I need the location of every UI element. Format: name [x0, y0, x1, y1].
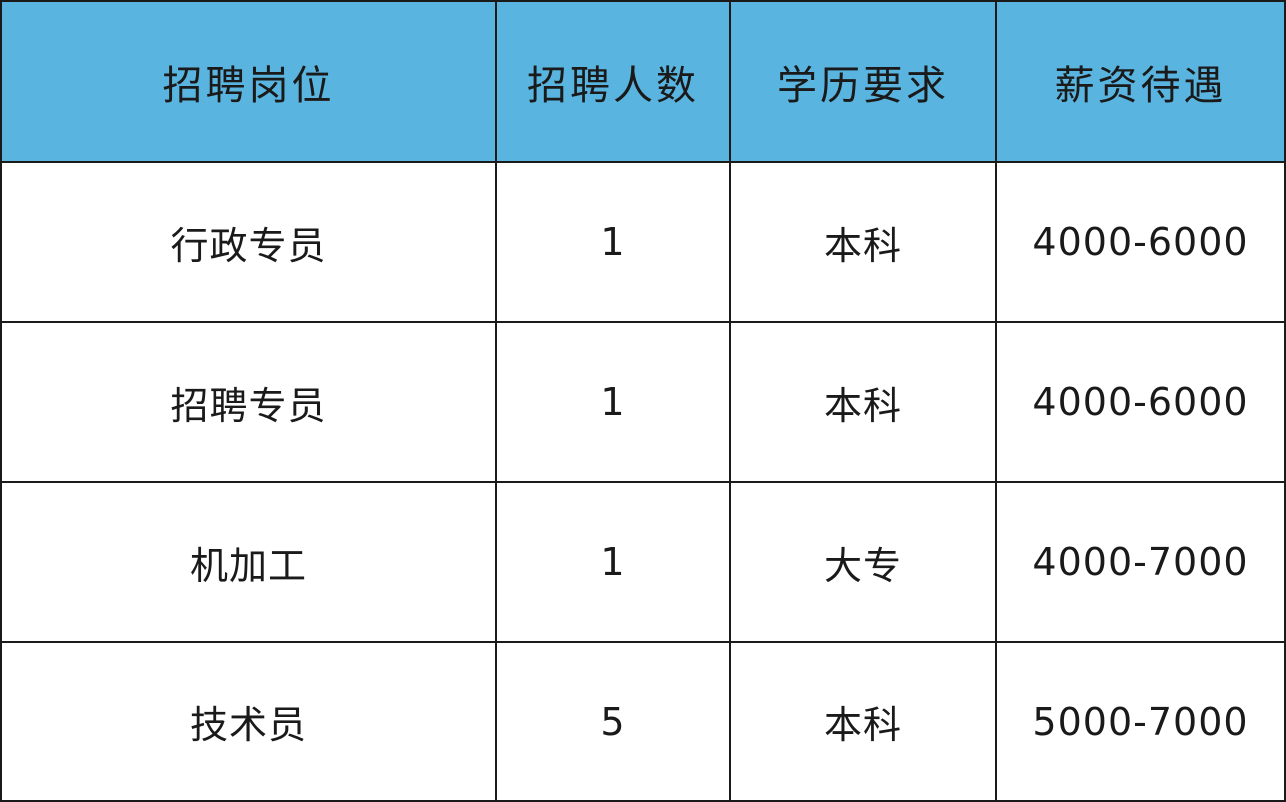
cell-headcount: 5: [497, 643, 731, 800]
header-salary: 薪资待遇: [997, 2, 1284, 163]
header-education: 学历要求: [731, 2, 997, 163]
header-headcount: 招聘人数: [497, 2, 731, 163]
cell-position: 技术员: [2, 643, 497, 800]
cell-salary: 4000-7000: [997, 483, 1284, 643]
cell-salary: 5000-7000: [1032, 699, 1249, 744]
header-position: 招聘岗位: [2, 2, 497, 163]
cell-education: 本科: [731, 643, 997, 800]
cell-headcount: 1: [497, 323, 731, 483]
cell-salary: 4000-6000: [997, 163, 1284, 323]
cell-education: 本科: [731, 323, 997, 483]
cell-headcount: 1: [497, 163, 731, 323]
cell-education: 本科: [731, 163, 997, 323]
cell-position: 机加工: [2, 483, 497, 643]
cell-headcount: 1: [497, 483, 731, 643]
cell-position: 招聘专员: [2, 323, 497, 483]
cell-education: 大专: [731, 483, 997, 643]
cell-salary: 4000-6000: [997, 323, 1284, 483]
cell-position: 行政专员: [2, 163, 497, 323]
